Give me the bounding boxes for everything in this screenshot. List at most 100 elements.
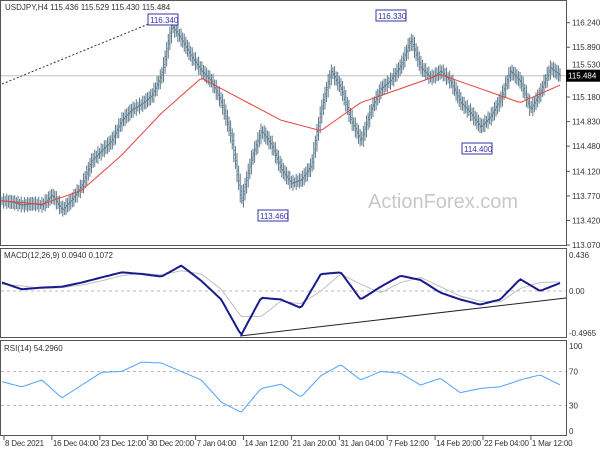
price-bar xyxy=(458,89,461,107)
price-bar xyxy=(407,38,410,60)
price-bar xyxy=(504,76,507,98)
price-bar xyxy=(467,104,470,116)
price-bar xyxy=(546,66,549,88)
price-bar xyxy=(90,153,93,174)
price-bar xyxy=(363,121,366,141)
price-bar xyxy=(184,37,187,54)
price-bar xyxy=(314,135,317,158)
price-bar xyxy=(221,93,224,115)
macd-y-tick-label: 0.00 xyxy=(569,287,585,296)
price-bar xyxy=(247,163,250,188)
rsi-y-tick-label: 70 xyxy=(569,368,578,377)
price-bar xyxy=(351,109,354,131)
rsi-panel[interactable] xyxy=(0,340,567,436)
price-bar xyxy=(72,188,75,207)
price-bar xyxy=(128,104,131,121)
price-bar xyxy=(453,79,456,96)
price-bar xyxy=(554,63,557,79)
price-bar xyxy=(547,65,550,82)
price-bar xyxy=(103,140,106,158)
price-bar xyxy=(387,76,390,89)
price-annotation: 114.400 xyxy=(461,142,493,155)
price-bar xyxy=(496,96,499,115)
rsi-title: RSI(14) 54.2960 xyxy=(4,344,63,353)
price-bar xyxy=(371,97,374,118)
price-bar xyxy=(85,165,88,186)
price-bar xyxy=(474,110,477,127)
price-bar xyxy=(258,129,261,148)
price-bar xyxy=(61,200,64,217)
price-bar xyxy=(373,96,376,112)
price-bar xyxy=(418,51,421,71)
price-bar xyxy=(213,79,216,94)
price-bar xyxy=(237,165,240,191)
y-tick-label: 114.830 xyxy=(572,118,600,127)
price-bar xyxy=(226,109,229,132)
price-bar xyxy=(186,39,189,57)
price-bar xyxy=(108,136,111,152)
price-bar xyxy=(143,95,146,110)
price-bar xyxy=(148,91,151,106)
price-bar xyxy=(415,43,418,62)
price-bar xyxy=(487,111,490,130)
price-bar xyxy=(338,76,341,93)
price-bar xyxy=(116,124,119,139)
price-bar xyxy=(269,135,272,150)
price-bar xyxy=(490,107,493,126)
price-bar xyxy=(93,149,96,167)
price-bar xyxy=(303,168,306,186)
price-bar xyxy=(176,23,179,43)
symbol-label: USDJPY,H4 115.436 115.529 115.430 115.48… xyxy=(5,3,171,12)
price-bar xyxy=(421,59,424,77)
y-tick-label: 115.890 xyxy=(572,43,600,52)
price-bar xyxy=(98,148,101,159)
price-bar xyxy=(223,99,226,120)
price-bar xyxy=(539,82,542,103)
price-bar xyxy=(240,185,243,204)
price-bar xyxy=(423,63,426,78)
y-tick-label: 115.180 xyxy=(572,93,600,102)
price-bar xyxy=(288,170,291,190)
price-bar xyxy=(354,117,357,138)
price-bar xyxy=(370,104,373,119)
price-panel[interactable] xyxy=(0,0,567,246)
price-bar xyxy=(506,75,509,90)
price-bar xyxy=(472,107,475,126)
price-bar xyxy=(224,104,227,126)
price-bar xyxy=(389,72,392,90)
price-bar xyxy=(362,125,365,147)
price-bar xyxy=(50,188,53,205)
price-bar xyxy=(283,165,286,182)
macd-panel[interactable] xyxy=(0,248,567,338)
y-tick-label: 113.770 xyxy=(572,192,600,201)
price-bar xyxy=(391,73,394,86)
price-bar xyxy=(519,71,522,89)
rsi-y-tick-label: 100 xyxy=(569,342,583,351)
price-bar xyxy=(208,70,211,88)
price-bar xyxy=(280,158,283,178)
price-bar xyxy=(109,135,112,150)
price-bar xyxy=(52,188,55,205)
price-bar xyxy=(82,173,85,194)
price-bar xyxy=(165,41,168,67)
price-bar xyxy=(216,86,219,101)
price-bar xyxy=(69,193,72,210)
price-bar xyxy=(194,52,197,71)
price-bar xyxy=(341,81,344,101)
price-bar xyxy=(263,125,266,142)
price-bar xyxy=(466,99,469,118)
price-bar xyxy=(512,66,515,81)
y-tick-label: 114.120 xyxy=(572,167,600,176)
price-bar xyxy=(160,66,163,84)
price-bar xyxy=(541,81,544,98)
price-bar xyxy=(463,96,466,115)
price-bar xyxy=(168,26,171,51)
price-bar xyxy=(331,67,334,80)
price-bar xyxy=(236,152,239,183)
price-bar xyxy=(344,89,347,112)
macd-title: MACD(12,26,9) 0.0940 0.1072 xyxy=(4,251,114,260)
annotation-box xyxy=(375,9,407,22)
price-bar xyxy=(242,184,245,208)
price-bar xyxy=(523,83,526,100)
